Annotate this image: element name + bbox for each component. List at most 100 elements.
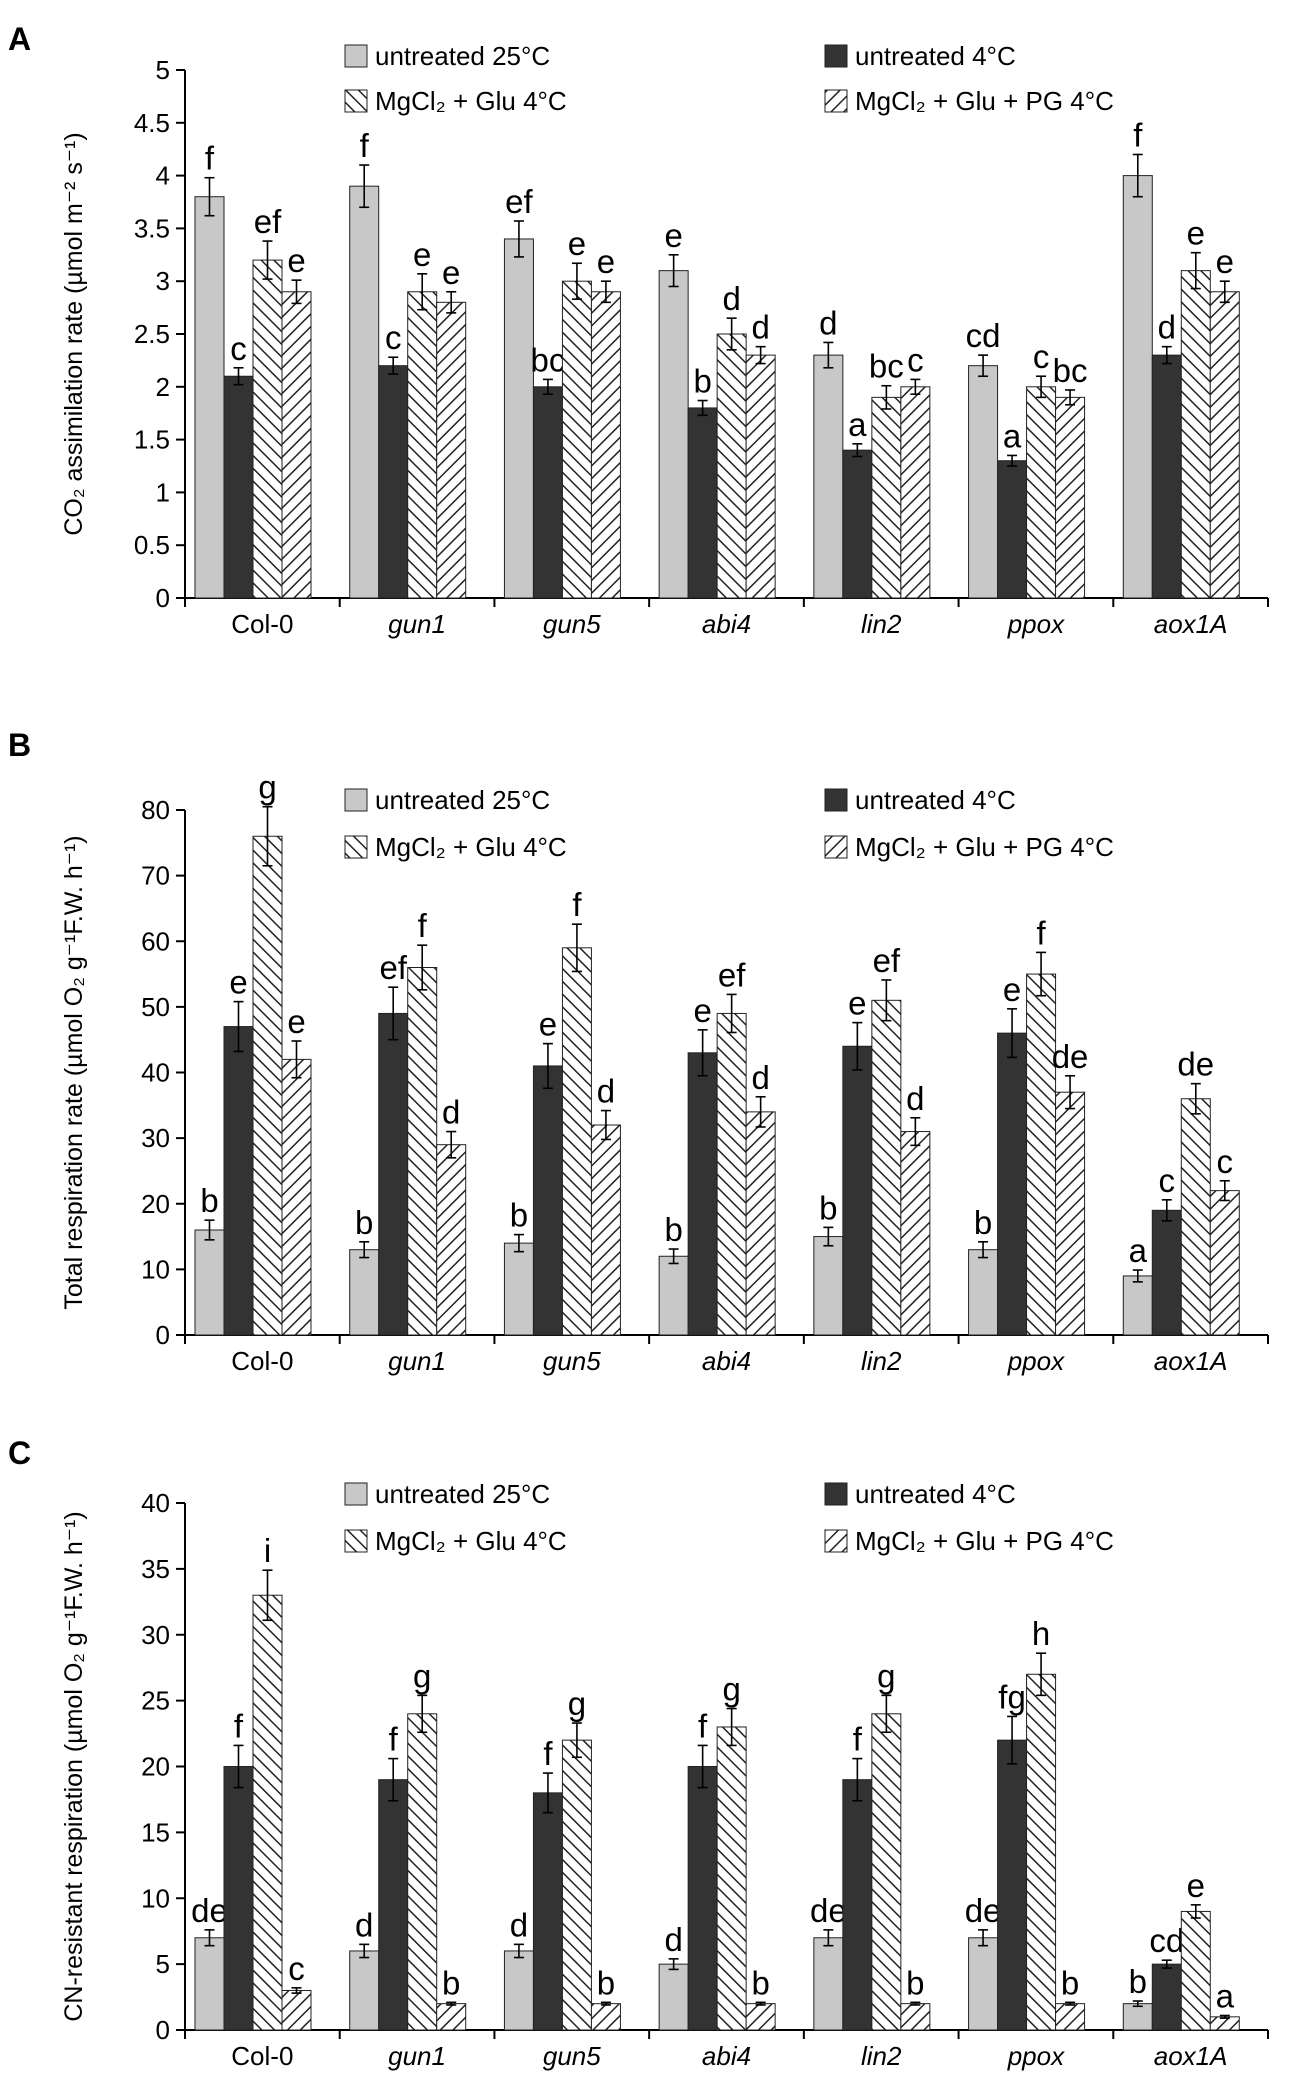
bar — [590, 2003, 621, 2031]
bar — [436, 1144, 467, 1336]
bar — [407, 1713, 438, 2031]
significance-letter: b — [597, 1964, 615, 2001]
y-tick-label: 5 — [156, 55, 170, 85]
bar — [1122, 1275, 1153, 1336]
bar — [407, 967, 438, 1336]
y-axis-label: Total respiration rate (µmol O₂ g⁻¹F.W. … — [60, 835, 88, 1309]
legend-label: MgCl₂ + Glu 4°C — [375, 86, 567, 116]
bar — [281, 1989, 312, 2031]
y-tick-label: 2.5 — [134, 319, 170, 349]
bar — [997, 460, 1028, 599]
bar — [687, 1052, 718, 1336]
x-tick-label: ppox — [1007, 609, 1065, 639]
legend-swatch — [824, 1529, 848, 1553]
x-tick-label: ppox — [1007, 2041, 1065, 2071]
significance-letter: e — [413, 236, 431, 273]
significance-letter: e — [568, 225, 586, 262]
significance-letter: d — [664, 1921, 682, 1958]
legend-label: MgCl₂ + Glu + PG 4°C — [855, 832, 1114, 862]
bar — [1151, 1963, 1182, 2031]
panel-letter: C — [8, 1435, 31, 1471]
x-tick-label: lin2 — [861, 609, 902, 639]
x-tick-label: Col-0 — [231, 1346, 293, 1376]
bar — [900, 1131, 931, 1336]
legend-label: MgCl₂ + Glu 4°C — [375, 1526, 567, 1556]
significance-letter: f — [853, 1721, 863, 1758]
significance-letter: de — [810, 1892, 847, 1929]
bar — [1026, 973, 1057, 1336]
y-tick-label: 80 — [141, 795, 170, 825]
significance-letter: a — [848, 406, 867, 443]
bar — [223, 375, 254, 599]
y-tick-label: 60 — [141, 926, 170, 956]
significance-letter: e — [1216, 243, 1234, 280]
y-tick-label: 0 — [156, 583, 170, 613]
bar — [503, 238, 534, 599]
bar — [813, 1236, 844, 1336]
significance-letter: c — [230, 330, 247, 367]
y-tick-label: 5 — [156, 1949, 170, 1979]
bar — [687, 1766, 718, 2031]
y-tick-label: 0.5 — [134, 530, 170, 560]
y-tick-label: 10 — [141, 1254, 170, 1284]
significance-letter: d — [906, 1080, 924, 1117]
significance-letter: b — [974, 1204, 992, 1241]
significance-letter: b — [664, 1211, 682, 1248]
significance-letter: e — [693, 992, 711, 1029]
bar — [968, 1249, 999, 1336]
bar — [503, 1950, 534, 2031]
significance-letter: e — [1187, 215, 1205, 252]
x-tick-label: gun5 — [543, 609, 601, 639]
bar — [532, 1065, 563, 1336]
bar — [281, 1058, 312, 1336]
significance-letter: cd — [1149, 1922, 1184, 1959]
legend-label: untreated 4°C — [855, 785, 1016, 815]
significance-letter: d — [751, 1059, 769, 1096]
y-tick-label: 40 — [141, 1488, 170, 1518]
legend: untreated 25°C untreated 4°C MgCl₂ + Glu 4… — [344, 1479, 1114, 1556]
significance-letter: f — [543, 1735, 553, 1772]
significance-letter: f — [205, 140, 215, 177]
panel-letter: B — [8, 727, 31, 763]
bar — [407, 291, 438, 599]
bar — [349, 185, 380, 599]
significance-letter: e — [442, 254, 460, 291]
significance-letter: g — [413, 1657, 431, 1694]
significance-letter: d — [355, 1906, 373, 1943]
significance-letter: ef — [379, 949, 407, 986]
bar — [813, 1937, 844, 2031]
x-tick-label: abi4 — [702, 1346, 751, 1376]
significance-letter: i — [264, 1532, 271, 1569]
y-tick-label: 1 — [156, 477, 170, 507]
x-tick-label: aox1A — [1154, 2041, 1228, 2071]
y-tick-label: 50 — [141, 992, 170, 1022]
legend-swatch — [344, 788, 368, 812]
y-axis-label: CN-resistant respiration (µmol O₂ g⁻¹F.W… — [60, 1511, 88, 2021]
legend-swatch — [824, 788, 848, 812]
legend-swatch — [824, 1482, 848, 1506]
significance-letter: e — [229, 964, 247, 1001]
y-tick-label: 20 — [141, 1189, 170, 1219]
significance-letter: f — [1036, 914, 1046, 951]
bar — [281, 291, 312, 599]
legend-label: untreated 25°C — [375, 41, 550, 71]
bar — [1026, 386, 1057, 599]
legend-swatch — [824, 835, 848, 859]
significance-letter: e — [848, 985, 866, 1022]
x-tick-label: gun5 — [543, 1346, 601, 1376]
bar — [1122, 2003, 1153, 2031]
legend-label: untreated 25°C — [375, 785, 550, 815]
significance-letter: bc — [869, 348, 904, 385]
significance-letter: g — [568, 1685, 586, 1722]
bar — [1055, 1091, 1086, 1336]
y-tick-label: 3 — [156, 266, 170, 296]
bar — [194, 1229, 225, 1336]
y-tick-label: 15 — [141, 1817, 170, 1847]
significance-letter: bc — [1053, 352, 1088, 389]
significance-letter: e — [597, 243, 615, 280]
bar — [378, 365, 409, 599]
bar — [813, 354, 844, 599]
bar — [1180, 1910, 1211, 2031]
significance-letter: ef — [505, 183, 533, 220]
y-tick-label: 2 — [156, 372, 170, 402]
